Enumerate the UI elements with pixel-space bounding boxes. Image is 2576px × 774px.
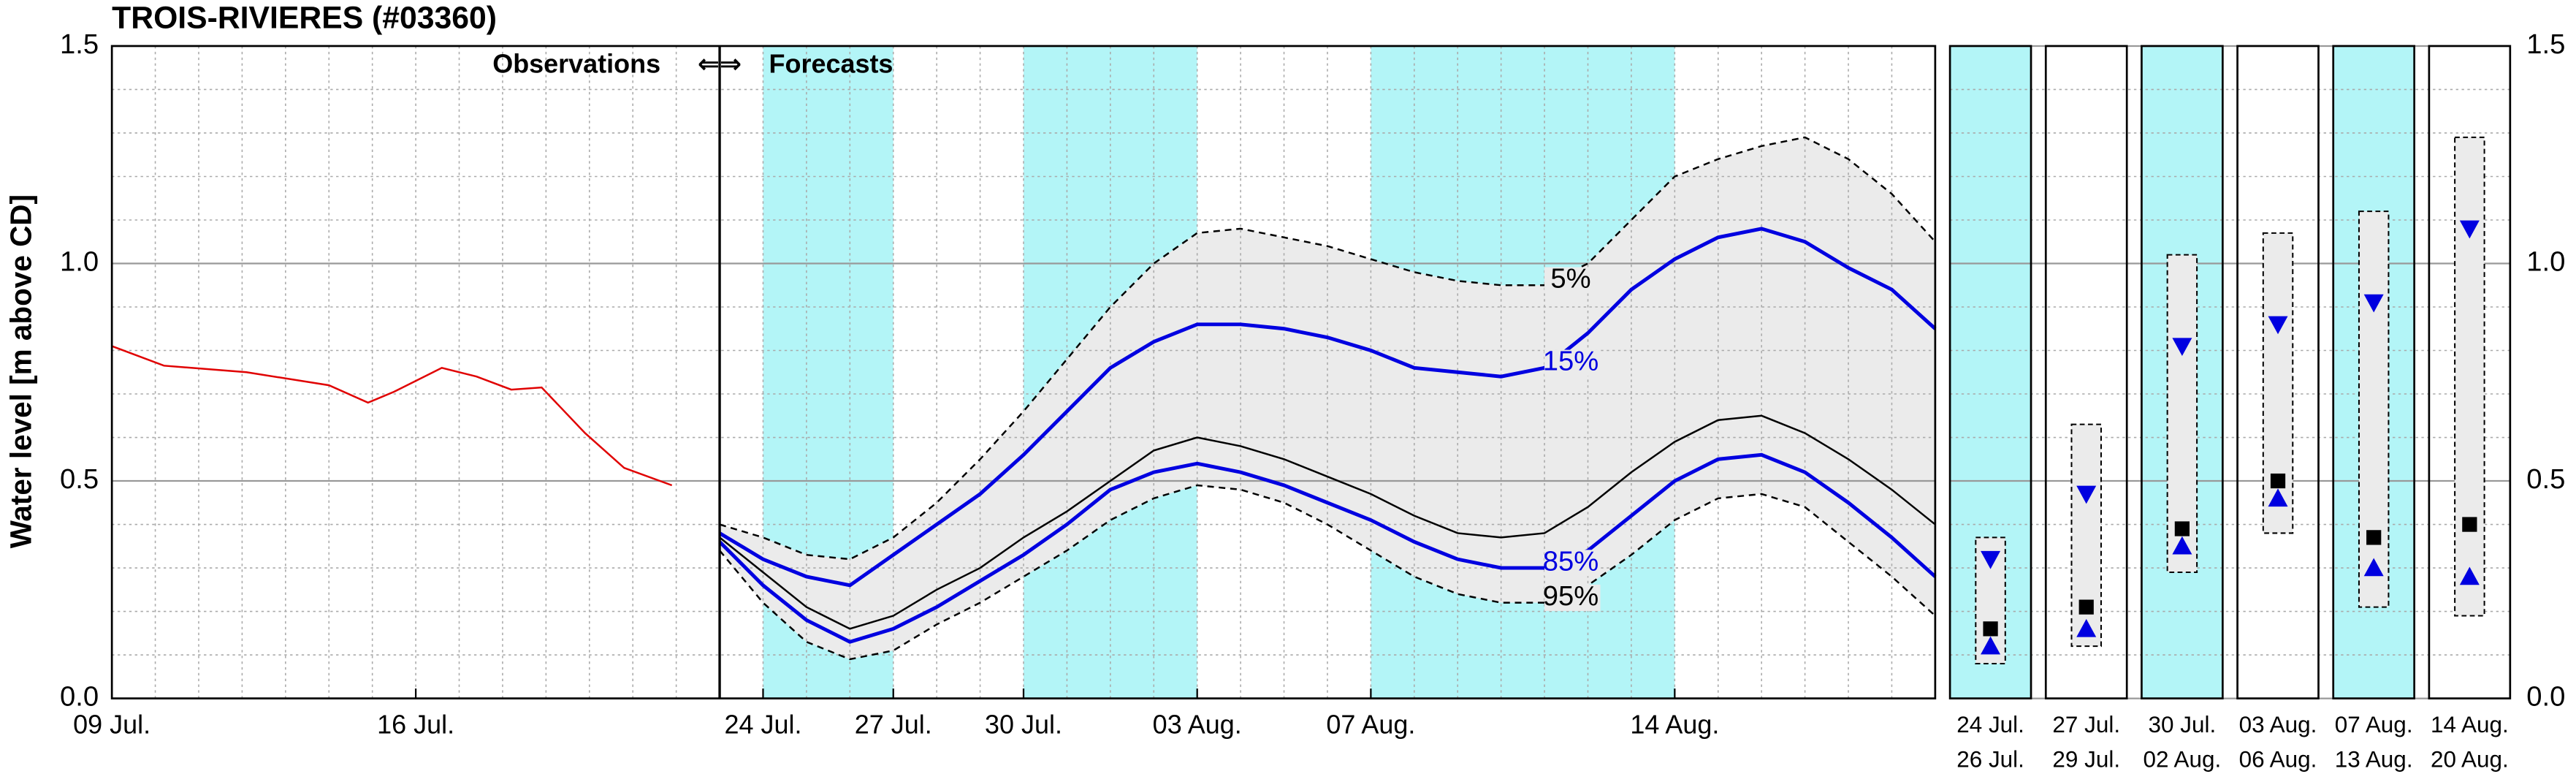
series-label: 85% <box>1543 545 1599 577</box>
series-line <box>718 227 1937 588</box>
panel-end-label: 20 Aug. <box>2431 746 2509 772</box>
panel-start-label: 27 Jul. <box>2052 712 2120 737</box>
upper-marker <box>2172 338 2192 357</box>
series-line <box>718 452 1937 644</box>
panel-end-label: 13 Aug. <box>2335 746 2413 772</box>
lower-marker <box>2363 558 2384 577</box>
annotation: Observations <box>492 48 660 78</box>
y-tick-label: 0.5 <box>2526 463 2565 495</box>
range-box <box>2454 136 2485 617</box>
median-marker <box>2366 530 2382 545</box>
y-tick-label: 1.0 <box>60 246 99 278</box>
series-label-bg <box>1544 267 1601 294</box>
y-tick-label: 1.0 <box>2526 246 2565 278</box>
panel-start-label: 03 Aug. <box>2239 712 2317 737</box>
upper-marker <box>1981 550 2001 569</box>
lower-marker <box>2268 488 2288 507</box>
y-tick-label: 1.5 <box>2526 29 2565 60</box>
panel-end-label: 29 Jul. <box>2052 746 2120 772</box>
range-box <box>2166 254 2198 574</box>
panel-end-label: 06 Aug. <box>2239 746 2317 772</box>
lower-marker <box>2076 618 2097 637</box>
series-label-bg <box>1544 349 1601 376</box>
x-tick-label: 09 Jul. <box>73 709 150 739</box>
upper-marker <box>2459 220 2480 239</box>
series-label: 15% <box>1543 346 1599 377</box>
plot-frame <box>110 45 1937 699</box>
median-marker <box>2174 521 2190 536</box>
series-label-bg <box>1544 550 1601 577</box>
panel-start-label: 30 Jul. <box>2149 712 2217 737</box>
y-axis-label: Water level [m above CD] <box>4 194 37 548</box>
panel-end-label: 26 Jul. <box>1956 746 2024 772</box>
text-layer: 0.0 0.5 1.0 1.5 09 Jul. 16 Jul. 24 Jul. 27 Jul.… <box>60 29 2565 772</box>
series-label: 95% <box>1543 580 1599 612</box>
panel-frame <box>2141 45 2224 699</box>
annotation: Forecasts <box>769 48 893 78</box>
panel-frame <box>1948 45 2032 699</box>
median-marker <box>2462 517 2477 532</box>
median-marker <box>2078 599 2094 615</box>
lower-marker <box>1981 636 2001 655</box>
series-label: 5% <box>1550 263 1590 295</box>
y-tick-label: 0.5 <box>60 463 99 495</box>
panel-end-label: 02 Aug. <box>2144 746 2222 772</box>
panel-frame <box>2236 45 2320 699</box>
panel-start-label: 14 Aug. <box>2431 712 2509 737</box>
x-tick-label: 14 Aug. <box>1630 709 1719 739</box>
lower-marker <box>2172 536 2192 555</box>
panel-frame <box>2332 45 2416 699</box>
y-tick-label: 0.0 <box>2526 681 2565 713</box>
x-tick-label: 24 Jul. <box>724 709 801 739</box>
upper-marker <box>2268 316 2288 335</box>
median-marker <box>2270 473 2286 489</box>
series-line <box>719 414 1936 630</box>
x-tick-label: 27 Jul. <box>855 709 932 739</box>
x-tick-label: 03 Aug. <box>1153 709 1242 739</box>
median-marker <box>1983 621 1998 637</box>
panel-frame <box>2428 45 2512 699</box>
upper-marker <box>2076 485 2097 504</box>
series-line <box>719 136 1936 561</box>
lower-marker <box>2459 566 2480 585</box>
series-line <box>111 345 673 487</box>
upper-marker <box>2363 294 2384 313</box>
y-tick-label: 1.5 <box>60 29 99 60</box>
x-tick-label: 16 Jul. <box>377 709 454 739</box>
series-line <box>719 484 1936 661</box>
panel-start-label: 24 Jul. <box>1956 712 2024 737</box>
annotation: ⇐⇒ <box>698 48 742 78</box>
chart-title: TROIS-RIVIERES (#03360) <box>112 0 497 35</box>
panel-frame <box>2044 45 2128 699</box>
y-tick-label: 0.0 <box>60 681 99 713</box>
range-box <box>2358 210 2390 608</box>
series-label-bg <box>1544 584 1601 611</box>
x-tick-label: 30 Jul. <box>985 709 1062 739</box>
panel-start-label: 07 Aug. <box>2335 712 2413 737</box>
data-layer <box>111 136 2485 664</box>
x-tick-label: 07 Aug. <box>1326 709 1415 739</box>
